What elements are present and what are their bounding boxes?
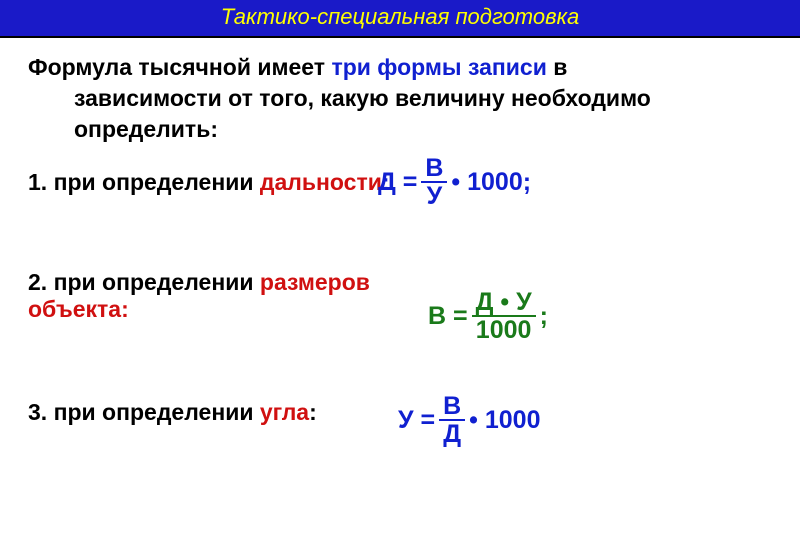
- slide-title: Тактико-специальная подготовка: [221, 4, 579, 29]
- f3-tail: • 1000: [469, 406, 540, 435]
- f3-num: В: [439, 393, 465, 419]
- intro-pre: Формула тысячной имеет: [28, 54, 331, 80]
- item-3-key: угла: [260, 399, 309, 425]
- intro-paragraph: Формула тысячной имеет три формы записи …: [28, 52, 772, 145]
- f1-num: В: [421, 155, 447, 181]
- item-1-num: 1. при определении: [28, 169, 260, 195]
- slide-title-bar: Тактико-специальная подготовка: [0, 0, 800, 38]
- item-3-colon: :: [309, 399, 317, 425]
- intro-highlight: три формы записи: [331, 54, 546, 80]
- item-2: 2. при определении размеров объекта: В =…: [28, 269, 772, 369]
- slide: Тактико-специальная подготовка Формула т…: [0, 0, 800, 554]
- f2-den: 1000: [472, 315, 536, 343]
- item-1-key: дальности: [260, 169, 382, 195]
- f2-fraction: Д • У 1000: [472, 289, 536, 344]
- f3-den: Д: [439, 419, 465, 447]
- f3-fraction: В Д: [439, 393, 465, 448]
- intro-line2: зависимости от того, какую величину необ…: [28, 83, 772, 114]
- f1-tail: • 1000;: [451, 168, 531, 197]
- f3-lhs: У =: [398, 406, 435, 435]
- f1-lhs: Д =: [378, 168, 417, 197]
- intro-line3: определить:: [28, 114, 772, 145]
- item-3-label: 3. при определении угла:: [28, 399, 317, 425]
- f2-num: Д • У: [472, 289, 536, 315]
- formula-2: В = Д • У 1000 ;: [428, 289, 548, 344]
- formula-1: Д = В У • 1000;: [378, 155, 531, 210]
- item-1: 1. при определении дальности: Д = В У • …: [28, 169, 772, 239]
- f1-den: У: [421, 181, 447, 209]
- formula-3: У = В Д • 1000: [398, 393, 541, 448]
- item-2-label: 2. при определении размеров объекта:: [28, 269, 772, 323]
- item-2-line1a: 2. при определении: [28, 269, 260, 295]
- item-1-label: 1. при определении дальности:: [28, 169, 390, 195]
- item-2-line1b: размеров: [260, 269, 370, 295]
- f1-fraction: В У: [421, 155, 447, 210]
- item-2-line2: объекта:: [28, 296, 129, 322]
- f2-tail: ;: [540, 302, 548, 331]
- item-3-num: 3. при определении: [28, 399, 260, 425]
- content-area: Формула тысячной имеет три формы записи …: [0, 38, 800, 469]
- intro-post1: в: [547, 54, 568, 80]
- item-3: 3. при определении угла: У = В Д • 1000: [28, 399, 772, 469]
- f2-lhs: В =: [428, 302, 468, 331]
